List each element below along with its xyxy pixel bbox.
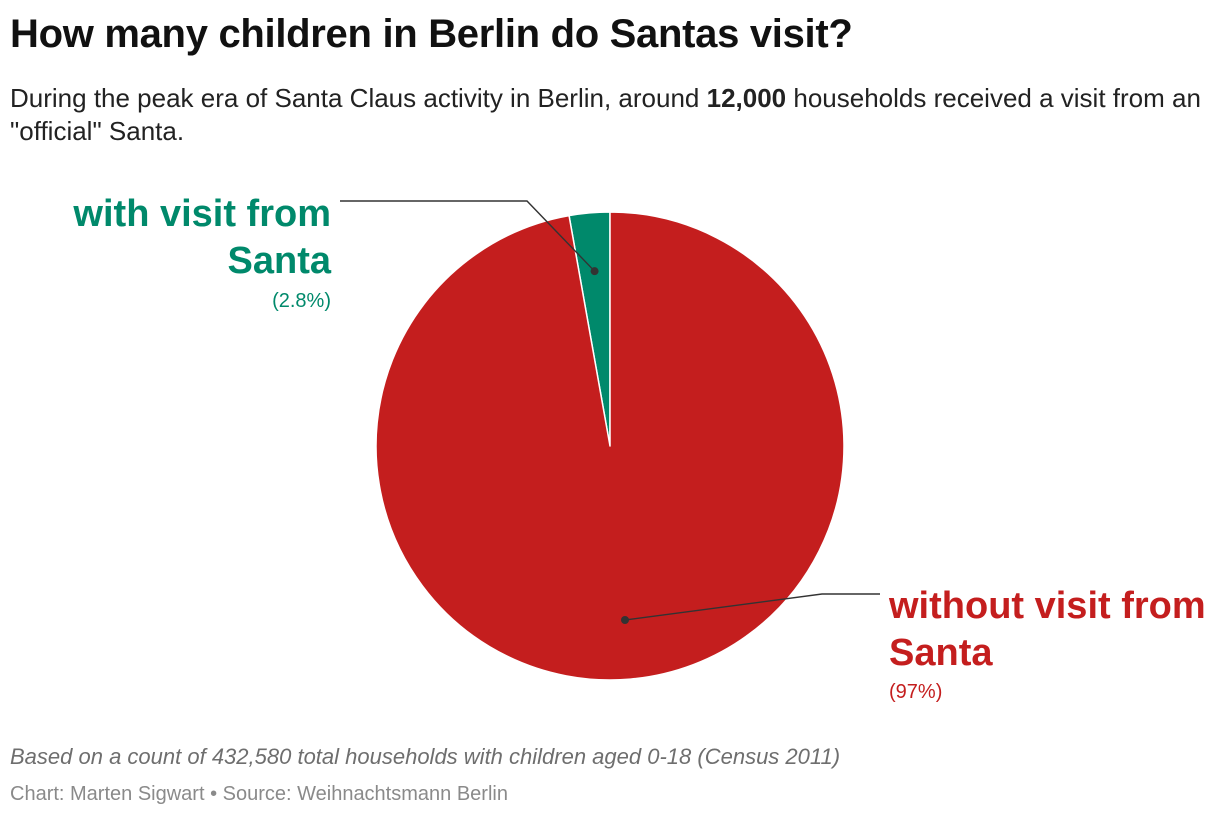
- slice-label-without-visit-line-2: Santa: [889, 632, 993, 674]
- pie-slices: [375, 211, 845, 681]
- leader-lines: [340, 200, 880, 624]
- slice-label-with-visit-line-1: with visit from: [72, 193, 331, 235]
- leader-dot-with-visit: [590, 267, 599, 276]
- slice-pct-with-visit: (2.8%): [272, 290, 331, 312]
- slice-label-with-visit-line-2: Santa: [228, 240, 332, 282]
- chart-title: How many children in Berlin do Santas vi…: [10, 12, 853, 56]
- pie-slice-without-visit: [375, 211, 845, 681]
- leader-line-without-visit: [624, 593, 880, 621]
- leader-line-with-visit: [340, 200, 596, 272]
- subtitle-text-before: During the peak era of Santa Claus activ…: [10, 83, 707, 113]
- chart-subtitle: During the peak era of Santa Claus activ…: [10, 82, 1205, 148]
- slice-pct-without-visit: (97%): [889, 681, 942, 703]
- subtitle-text-after: households received a visit from an "off…: [10, 83, 1201, 146]
- leader-dot-without-visit: [621, 616, 629, 624]
- chart-notes: Based on a count of 432,580 total househ…: [10, 744, 841, 769]
- chart-credit: Chart: Marten Sigwart • Source: Weihnach…: [10, 783, 508, 805]
- subtitle-highlight-number: 12,000: [706, 83, 787, 113]
- slice-label-without-visit-line-1: without visit from: [888, 585, 1206, 627]
- slice-labels: with visit from Santa (2.8%) without visit …: [72, 193, 1205, 703]
